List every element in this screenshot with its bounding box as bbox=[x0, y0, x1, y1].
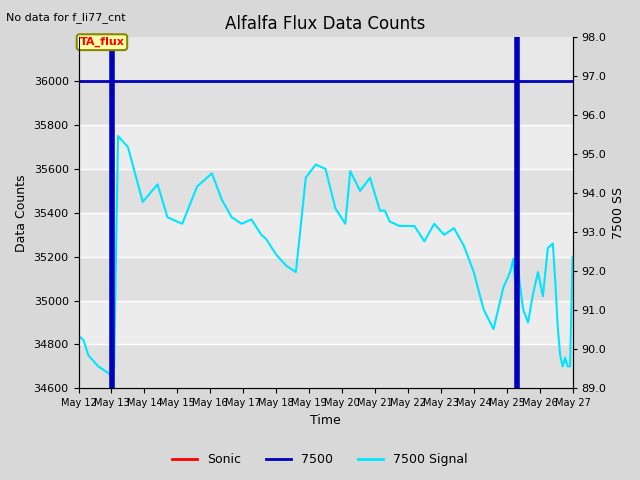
Bar bbox=[79, 169, 573, 213]
Y-axis label: 7500 SS: 7500 SS bbox=[612, 187, 625, 239]
Text: No data for f_li77_cnt: No data for f_li77_cnt bbox=[6, 12, 126, 23]
Bar bbox=[79, 213, 573, 257]
Y-axis label: Data Counts: Data Counts bbox=[15, 174, 28, 252]
Legend: Sonic, 7500, 7500 Signal: Sonic, 7500, 7500 Signal bbox=[167, 448, 473, 471]
Bar bbox=[79, 125, 573, 169]
Title: Alfalfa Flux Data Counts: Alfalfa Flux Data Counts bbox=[225, 15, 426, 33]
Bar bbox=[79, 345, 573, 388]
X-axis label: Time: Time bbox=[310, 414, 341, 427]
Text: TA_flux: TA_flux bbox=[79, 37, 124, 48]
Bar bbox=[79, 300, 573, 345]
Bar bbox=[79, 81, 573, 125]
Bar bbox=[79, 257, 573, 300]
